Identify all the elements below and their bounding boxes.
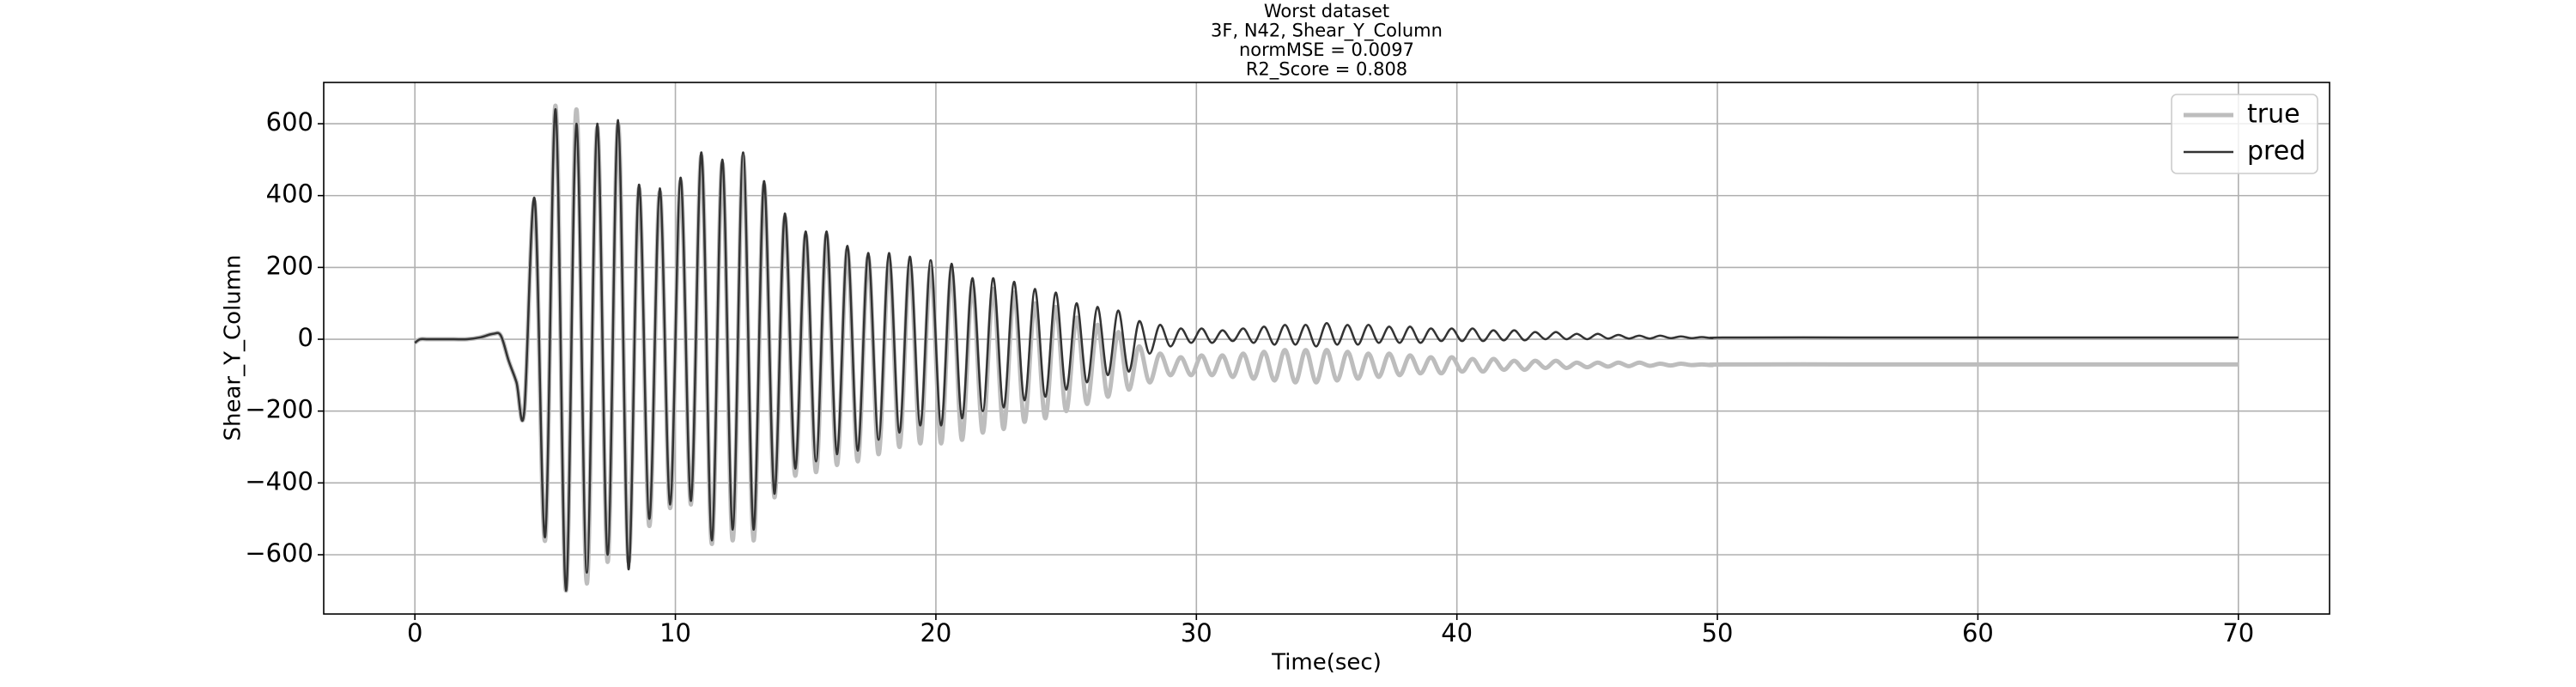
x-tick-label: 10 xyxy=(659,618,691,647)
legend-label: true xyxy=(2247,100,2300,130)
series-line xyxy=(414,108,2239,593)
title-line: R2_Score = 0.808 xyxy=(1246,59,1407,81)
y-tick-label: 0 xyxy=(298,323,313,352)
x-tick-label: 50 xyxy=(1702,618,1734,647)
plot-frame xyxy=(323,82,2330,615)
title-line: normMSE = 0.0097 xyxy=(1239,40,1414,60)
legend-label: pred xyxy=(2247,137,2306,167)
title-line: 3F, N42, Shear_Y_Column xyxy=(1211,21,1443,42)
y-tick-label: 600 xyxy=(266,107,313,137)
title-line: Worst dataset xyxy=(1264,1,1389,21)
y-axis-label: Shear_Y_Column xyxy=(221,254,246,441)
y-tick-label: −400 xyxy=(245,466,313,495)
y-tick-label: 200 xyxy=(266,251,313,280)
series-line xyxy=(413,103,2239,593)
y-tick-label: −200 xyxy=(245,395,313,424)
y-tick-label: −600 xyxy=(245,538,313,568)
x-tick-label: 0 xyxy=(407,618,422,647)
x-tick-label: 70 xyxy=(2222,618,2254,647)
x-tick-label: 20 xyxy=(920,618,951,647)
x-tick-label: 40 xyxy=(1441,618,1473,647)
y-tick-label: 400 xyxy=(266,179,313,209)
x-tick-label: 60 xyxy=(1962,618,1994,647)
x-axis-label: Time(sec) xyxy=(1271,650,1382,676)
x-tick-label: 30 xyxy=(1181,618,1212,647)
